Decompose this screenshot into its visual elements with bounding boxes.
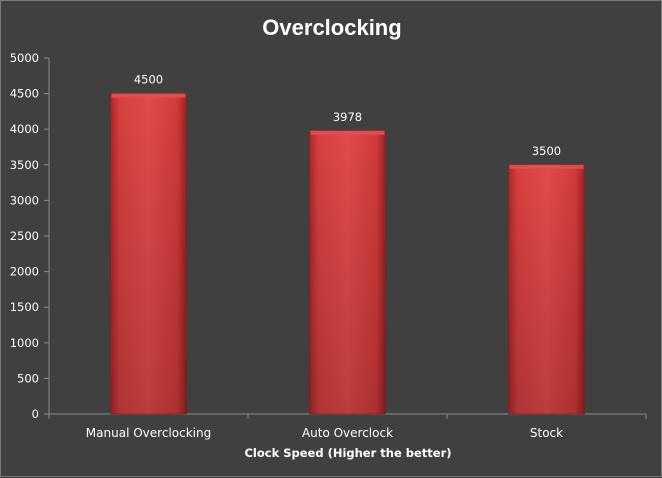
x-tick-label: Manual Overclocking [86, 426, 211, 440]
bar-top-cap [509, 164, 584, 169]
y-tick-label: 2000 [10, 265, 39, 279]
y-tick-label: 1000 [10, 336, 39, 350]
x-axis-title: Clock Speed (Higher the better) [244, 446, 451, 460]
bar-shade [508, 164, 585, 414]
data-label: 3500 [532, 144, 561, 158]
bar-shade [309, 130, 386, 414]
y-tick-label: 0 [32, 407, 39, 421]
bar-top-cap [310, 130, 385, 135]
y-axis: 0 500 1000 1500 2000 2500 3000 3500 4000 4500 5000 [10, 51, 50, 421]
y-tick-label: 3000 [10, 193, 39, 207]
y-tick-label: 5000 [10, 51, 39, 65]
y-tick-label: 4000 [10, 122, 39, 136]
data-labels: 4500 3978 3500 [134, 73, 561, 158]
data-label: 4500 [134, 73, 163, 87]
x-tick-label: Stock [530, 426, 563, 440]
x-tick-label: Auto Overclock [302, 426, 393, 440]
bar-shade [110, 93, 187, 414]
y-tick-label: 1500 [10, 300, 39, 314]
chart-title: Overclocking [262, 15, 401, 40]
y-tick-label: 500 [17, 371, 39, 385]
data-label: 3978 [333, 110, 362, 124]
y-tick-label: 4500 [10, 87, 39, 101]
y-tick-label: 2500 [10, 229, 39, 243]
bars [110, 93, 585, 415]
bar-top-cap [111, 93, 186, 98]
y-tick-label: 3500 [10, 158, 39, 172]
x-axis: Manual Overclocking Auto Overclock Stock [48, 413, 647, 440]
